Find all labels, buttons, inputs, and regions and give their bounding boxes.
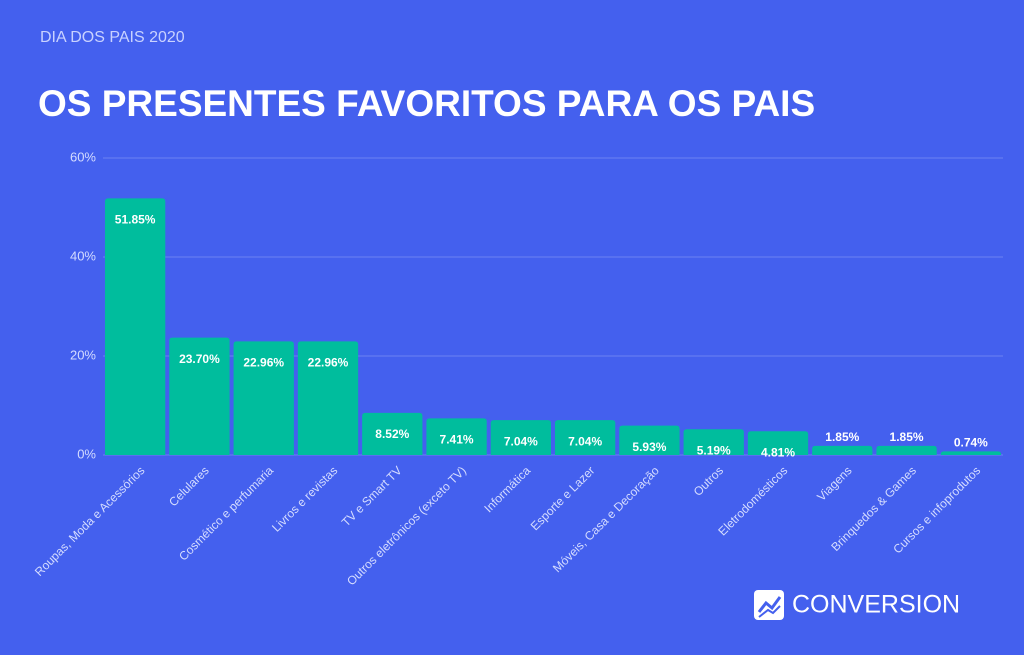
- value-label: 0.74%: [954, 436, 988, 450]
- bar: [169, 337, 230, 455]
- y-tick-label: 0%: [77, 446, 96, 461]
- value-label: 4.81%: [761, 445, 795, 459]
- y-tick-label: 20%: [70, 347, 96, 362]
- value-label: 7.41%: [440, 432, 474, 446]
- bar: [105, 198, 166, 455]
- chart-title: OS PRESENTES FAVORITOS PARA OS PAIS: [38, 83, 815, 124]
- value-label: 51.85%: [115, 213, 156, 227]
- value-label: 5.19%: [697, 443, 731, 457]
- bar: [747, 431, 809, 455]
- bar: [426, 418, 487, 455]
- value-label: 1.85%: [825, 430, 859, 444]
- brand-name: CONVERSION: [792, 591, 960, 619]
- value-label: 23.70%: [179, 352, 220, 366]
- bar: [555, 420, 616, 455]
- chart-subtitle: DIA DOS PAIS 2020: [40, 29, 185, 46]
- bar: [619, 425, 680, 455]
- logo-line: [757, 596, 782, 613]
- bar: [940, 451, 1001, 455]
- bar: [876, 445, 937, 455]
- value-label: 1.85%: [890, 430, 924, 444]
- value-label: 5.93%: [632, 440, 666, 454]
- value-label: 22.96%: [243, 356, 284, 370]
- bar: [297, 341, 359, 455]
- value-label: 22.96%: [308, 356, 349, 370]
- y-tick-label: 60%: [70, 149, 96, 164]
- bar: [490, 420, 551, 455]
- bar: [362, 412, 423, 455]
- brand-logo: CONVERSION: [754, 590, 960, 620]
- logo-line: [758, 605, 781, 618]
- y-tick-label: 40%: [70, 248, 96, 263]
- value-label: 7.04%: [568, 434, 602, 448]
- value-label: 8.52%: [375, 427, 409, 441]
- bar: [683, 429, 744, 455]
- bar: [233, 341, 294, 455]
- bar: [812, 445, 873, 455]
- value-label: 7.04%: [504, 434, 538, 448]
